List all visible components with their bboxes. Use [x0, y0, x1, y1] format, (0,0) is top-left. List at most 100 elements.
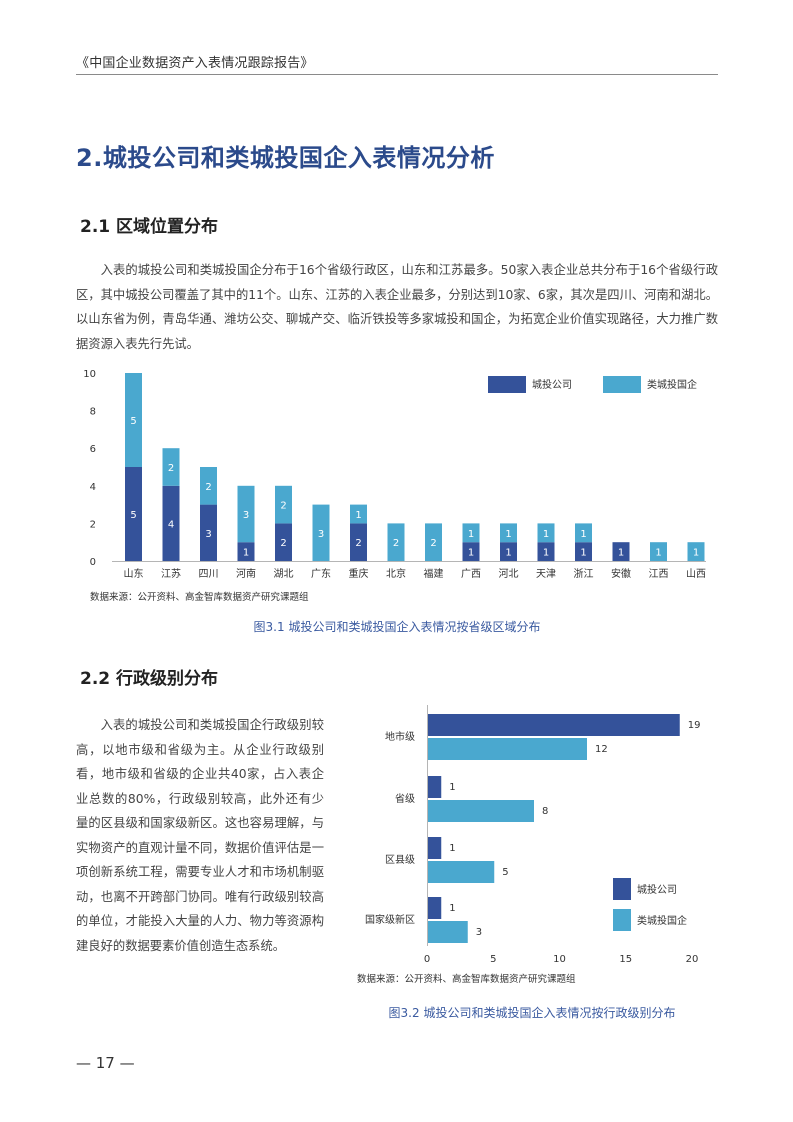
- bar-value-label: 1: [543, 548, 549, 559]
- bar-lei-chengtou: [200, 467, 217, 505]
- bar-chengtou: [462, 542, 480, 561]
- legend-swatch-lei-chengtou: [603, 376, 641, 393]
- bar-lei-chengtou: [687, 542, 705, 561]
- x-tick-label: 江西: [649, 568, 669, 580]
- legend-label-lei-chengtou: 类城投国企: [637, 914, 687, 927]
- bar-lei-chengtou: [125, 373, 142, 467]
- x-tick-label: 河北: [499, 568, 519, 580]
- x-tick-label: 江苏: [161, 567, 181, 580]
- bar-value-label: 1: [543, 529, 549, 540]
- bar-lei-chengtou: [275, 485, 292, 524]
- x-tick-label: 0: [424, 954, 430, 965]
- bar-lei-chengtou: [425, 523, 442, 561]
- bar-value-label: 5: [502, 867, 508, 878]
- bar-value-label: 8: [542, 806, 548, 817]
- bar-lei-chengtou: [428, 861, 495, 883]
- bar-chengtou: [428, 837, 442, 859]
- bar-value-label: 1: [580, 548, 586, 559]
- bar-value-label: 2: [393, 538, 399, 549]
- x-tick-label: 安徽: [611, 567, 631, 580]
- bar-value-label: 1: [468, 548, 474, 559]
- bar-lei-chengtou: [428, 800, 534, 822]
- y-tick-label: 10: [83, 369, 96, 380]
- legend-label-chengtou: 城投公司: [532, 378, 572, 391]
- level-paragraph: 入表的城投公司和类城投国企行政级别较高，以地市级和省级为主。从企业行政级别看，地…: [76, 718, 324, 953]
- region-stacked-bar-chart: 0 2 4 6 8 10 5 5 山东 4 2 江苏 3 2 四川 1 3 河南 2 2 湖北 3 广东 2 1 重庆 2 北京 2 福建…: [83, 369, 706, 580]
- chart2-caption: 图3.2 城投公司和类城投国企入表情况按行政级别分布: [388, 1006, 676, 1020]
- bar-value-label: 1: [618, 548, 624, 559]
- y-tick-label: 区县级: [385, 854, 415, 866]
- bar-value-label: 3: [318, 529, 324, 540]
- bar-chengtou: [125, 467, 142, 561]
- bar-lei-chengtou: [575, 523, 592, 543]
- bar-lei-chengtou: [462, 523, 480, 543]
- bar-value-label: 2: [355, 538, 361, 549]
- bar-value-label: 1: [505, 529, 511, 540]
- x-tick-label: 河南: [236, 567, 256, 580]
- bar-value-label: 3: [476, 927, 482, 938]
- legend-swatch-chengtou: [613, 878, 631, 900]
- x-tick-label: 山东: [124, 567, 144, 580]
- bar-value-label: 19: [688, 720, 701, 731]
- bar-lei-chengtou: [350, 504, 367, 524]
- header-title: 《中国企业数据资产入表情况跟踪报告》: [76, 56, 314, 71]
- chart1-caption: 图3.1 城投公司和类城投国企入表情况按省级区域分布: [253, 620, 541, 634]
- bar-value-label: 1: [655, 548, 661, 559]
- section-title: 2.城投公司和类城投国企入表情况分析: [76, 144, 495, 172]
- x-tick-label: 天津: [536, 568, 556, 580]
- bar-chengtou: [537, 542, 555, 561]
- legend-label-lei-chengtou: 类城投国企: [647, 378, 697, 391]
- bar-value-label: 5: [130, 416, 136, 427]
- y-tick-label: 4: [90, 482, 96, 493]
- x-tick-label: 重庆: [349, 567, 369, 580]
- bar-value-label: 3: [243, 510, 249, 521]
- bar-value-label: 2: [280, 538, 286, 549]
- bar-chengtou: [237, 542, 255, 561]
- x-tick-label: 浙江: [574, 568, 594, 580]
- page-number: — 17 —: [76, 1054, 135, 1072]
- bar-value-label: 1: [449, 843, 455, 854]
- x-tick-label: 福建: [424, 567, 444, 580]
- bar-value-label: 2: [168, 463, 174, 474]
- subsection-title-region: 2.1 区域位置分布: [80, 217, 219, 237]
- bar-lei-chengtou: [162, 448, 180, 486]
- x-tick-label: 广东: [311, 567, 331, 580]
- bar-lei-chengtou: [500, 523, 517, 543]
- bar-value-label: 3: [205, 529, 211, 540]
- bar-chengtou: [612, 542, 630, 561]
- subsection-title-level: 2.2 行政级别分布: [80, 669, 219, 689]
- x-tick-label: 湖北: [274, 568, 294, 580]
- bar-chengtou: [275, 523, 292, 561]
- bar-value-label: 1: [243, 548, 249, 559]
- bar-value-label: 1: [449, 782, 455, 793]
- region-paragraph: 入表的城投公司和类城投国企分布于16个省级行政区，山东和江苏最多。50家入表企业…: [76, 263, 718, 351]
- bar-chengtou: [500, 542, 517, 561]
- bar-value-label: 1: [505, 548, 511, 559]
- bar-lei-chengtou: [428, 921, 468, 943]
- bar-value-label: 1: [449, 903, 455, 914]
- bar-chengtou: [200, 504, 217, 561]
- x-tick-label: 山西: [686, 568, 706, 580]
- bar-value-label: 2: [205, 482, 211, 493]
- bar-chengtou: [428, 897, 442, 919]
- chart1-source: 数据来源：公开资料、高金智库数据资产研究课题组: [90, 592, 309, 603]
- y-tick-label: 地市级: [385, 730, 415, 743]
- bar-chengtou: [428, 714, 680, 736]
- bar-value-label: 4: [168, 519, 174, 530]
- bar-lei-chengtou: [237, 485, 255, 543]
- bar-value-label: 5: [130, 510, 136, 521]
- bar-lei-chengtou: [650, 542, 667, 561]
- x-tick-label: 10: [553, 954, 566, 965]
- bar-value-label: 1: [580, 529, 586, 540]
- y-tick-label: 2: [90, 519, 96, 530]
- bar-value-label: 1: [468, 529, 474, 540]
- bar-lei-chengtou: [537, 523, 555, 543]
- bar-value-label: 2: [280, 501, 286, 512]
- x-tick-label: 5: [490, 954, 496, 965]
- y-tick-label: 0: [90, 557, 96, 568]
- x-tick-label: 广西: [461, 568, 481, 580]
- y-tick-label: 6: [90, 444, 96, 455]
- x-tick-label: 四川: [199, 569, 219, 580]
- bar-lei-chengtou: [312, 504, 330, 561]
- header-divider: [76, 74, 718, 75]
